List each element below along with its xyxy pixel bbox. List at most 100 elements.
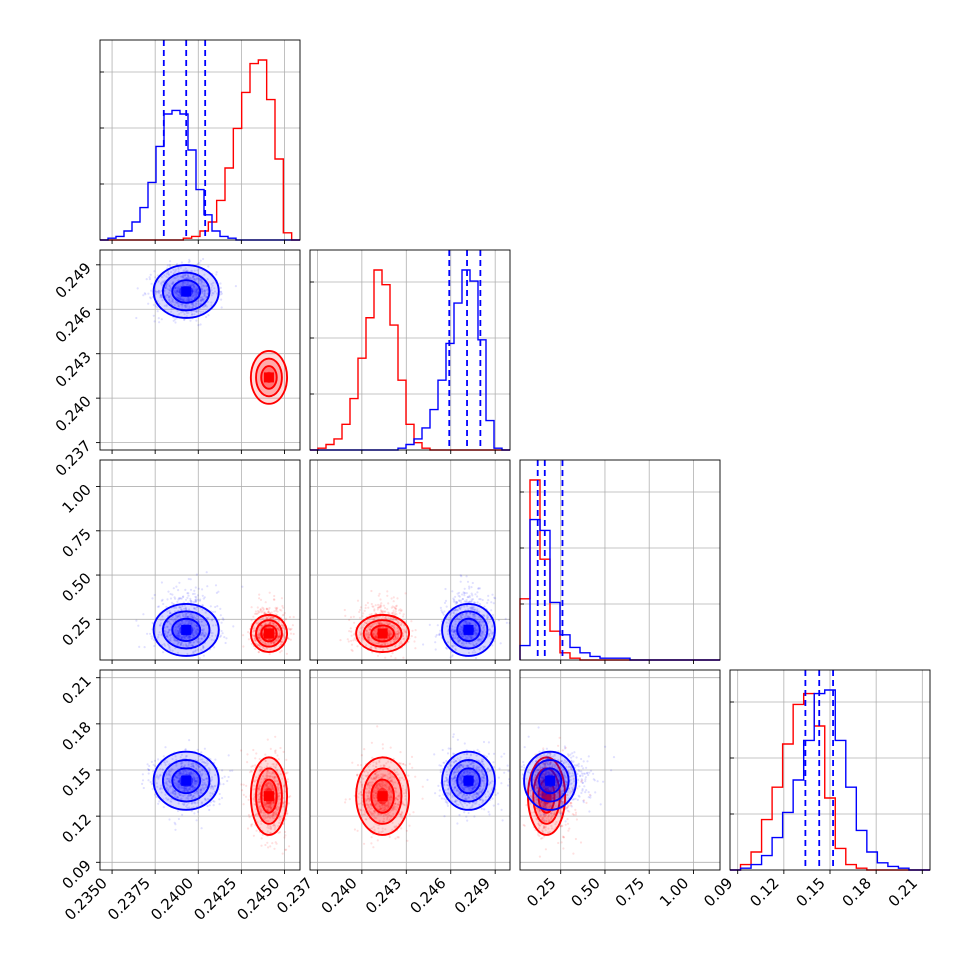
scatter-point [461,632,464,635]
scatter-point [219,634,223,637]
scatter-point [403,637,406,640]
scatter-point [264,0,266,1]
scatter-point [397,621,400,624]
scatter-point [276,610,279,613]
scatter-point [446,641,450,644]
scatter-point [276,0,278,1]
scatter-point [497,619,500,622]
scatter-point [205,616,208,620]
scatter-point [269,0,271,1]
scatter-point [270,815,274,818]
scatter-point [488,634,491,638]
scatter-point [265,0,267,1]
scatter-point [215,591,218,595]
scatter-point [271,0,273,1]
scatter-point [177,270,180,273]
scatter-point [279,746,282,750]
scatter-point [274,735,277,738]
scatter-point [263,0,265,1]
scatter-point [394,633,397,636]
scatter-point [474,651,477,654]
scatter-point [387,611,390,614]
scatter-point [388,633,391,636]
scatter-point [268,0,270,1]
scatter-point [200,280,203,283]
scatter-point [378,592,381,595]
scatter-point [282,634,285,637]
scatter-point [260,811,263,814]
scatter-point [273,0,275,1]
scatter-point [475,632,478,635]
scatter-point [265,0,267,1]
scatter-point [256,631,259,634]
scatter-point [247,0,249,1]
scatter-point [486,619,489,623]
scatter-point [180,303,183,306]
scatter-point [174,640,177,643]
scatter-point [283,0,285,1]
scatter-point [159,294,163,297]
scatter-point [169,636,172,639]
scatter-point [163,629,166,633]
scatter-point [377,641,381,644]
scatter-point [489,630,492,633]
scatter-point [194,649,197,652]
scatter-point [487,599,490,602]
scatter-point [153,644,156,648]
scatter-point [205,285,208,288]
scatter-point [171,298,174,301]
scatter-point [275,779,278,783]
scatter-point [376,642,380,645]
scatter-point [197,292,200,295]
scatter-point [373,616,376,620]
scatter-point [158,631,161,634]
scatter-point [272,0,274,1]
scatter-point [175,290,178,293]
scatter-point [380,604,383,608]
scatter-point [348,630,351,633]
scatter-point [346,638,349,641]
scatter-point [280,0,282,1]
scatter-point [264,0,266,1]
scatter-point [169,597,173,600]
scatter-point [291,624,294,627]
scatter-point [172,319,175,322]
scatter-point [172,280,175,284]
scatter-point [192,627,195,631]
scatter-point [289,795,292,798]
scatter-point [169,634,172,637]
scatter-point [202,654,205,657]
scatter-point [146,632,149,635]
scatter-point [271,0,273,1]
scatter-point [269,0,271,1]
scatter-point [284,0,286,1]
scatter-point [388,630,392,633]
scatter-point [263,0,265,1]
scatter-point [199,298,202,302]
scatter-point [269,0,271,1]
scatter-point [266,0,268,1]
scatter-point [264,601,267,604]
scatter-point [277,629,280,632]
scatter-point [262,0,264,1]
scatter-point [255,0,257,1]
scatter-point [394,634,397,637]
scatter-point [451,645,454,648]
scatter-point [182,615,185,618]
scatter-point [248,0,250,1]
scatter-point [268,0,270,1]
scatter-point [272,622,275,625]
scatter-point [183,274,186,277]
scatter-point [256,0,258,1]
scatter-point [260,624,264,627]
scatter-point [279,773,282,776]
scatter-point [264,643,267,646]
scatter-point [193,641,196,644]
scatter-point [194,607,197,610]
scatter-point [275,0,277,1]
scatter-point [482,633,485,636]
scatter-point [271,0,273,1]
scatter-point [379,606,382,609]
scatter-point [491,632,495,635]
scatter-point [147,302,150,305]
